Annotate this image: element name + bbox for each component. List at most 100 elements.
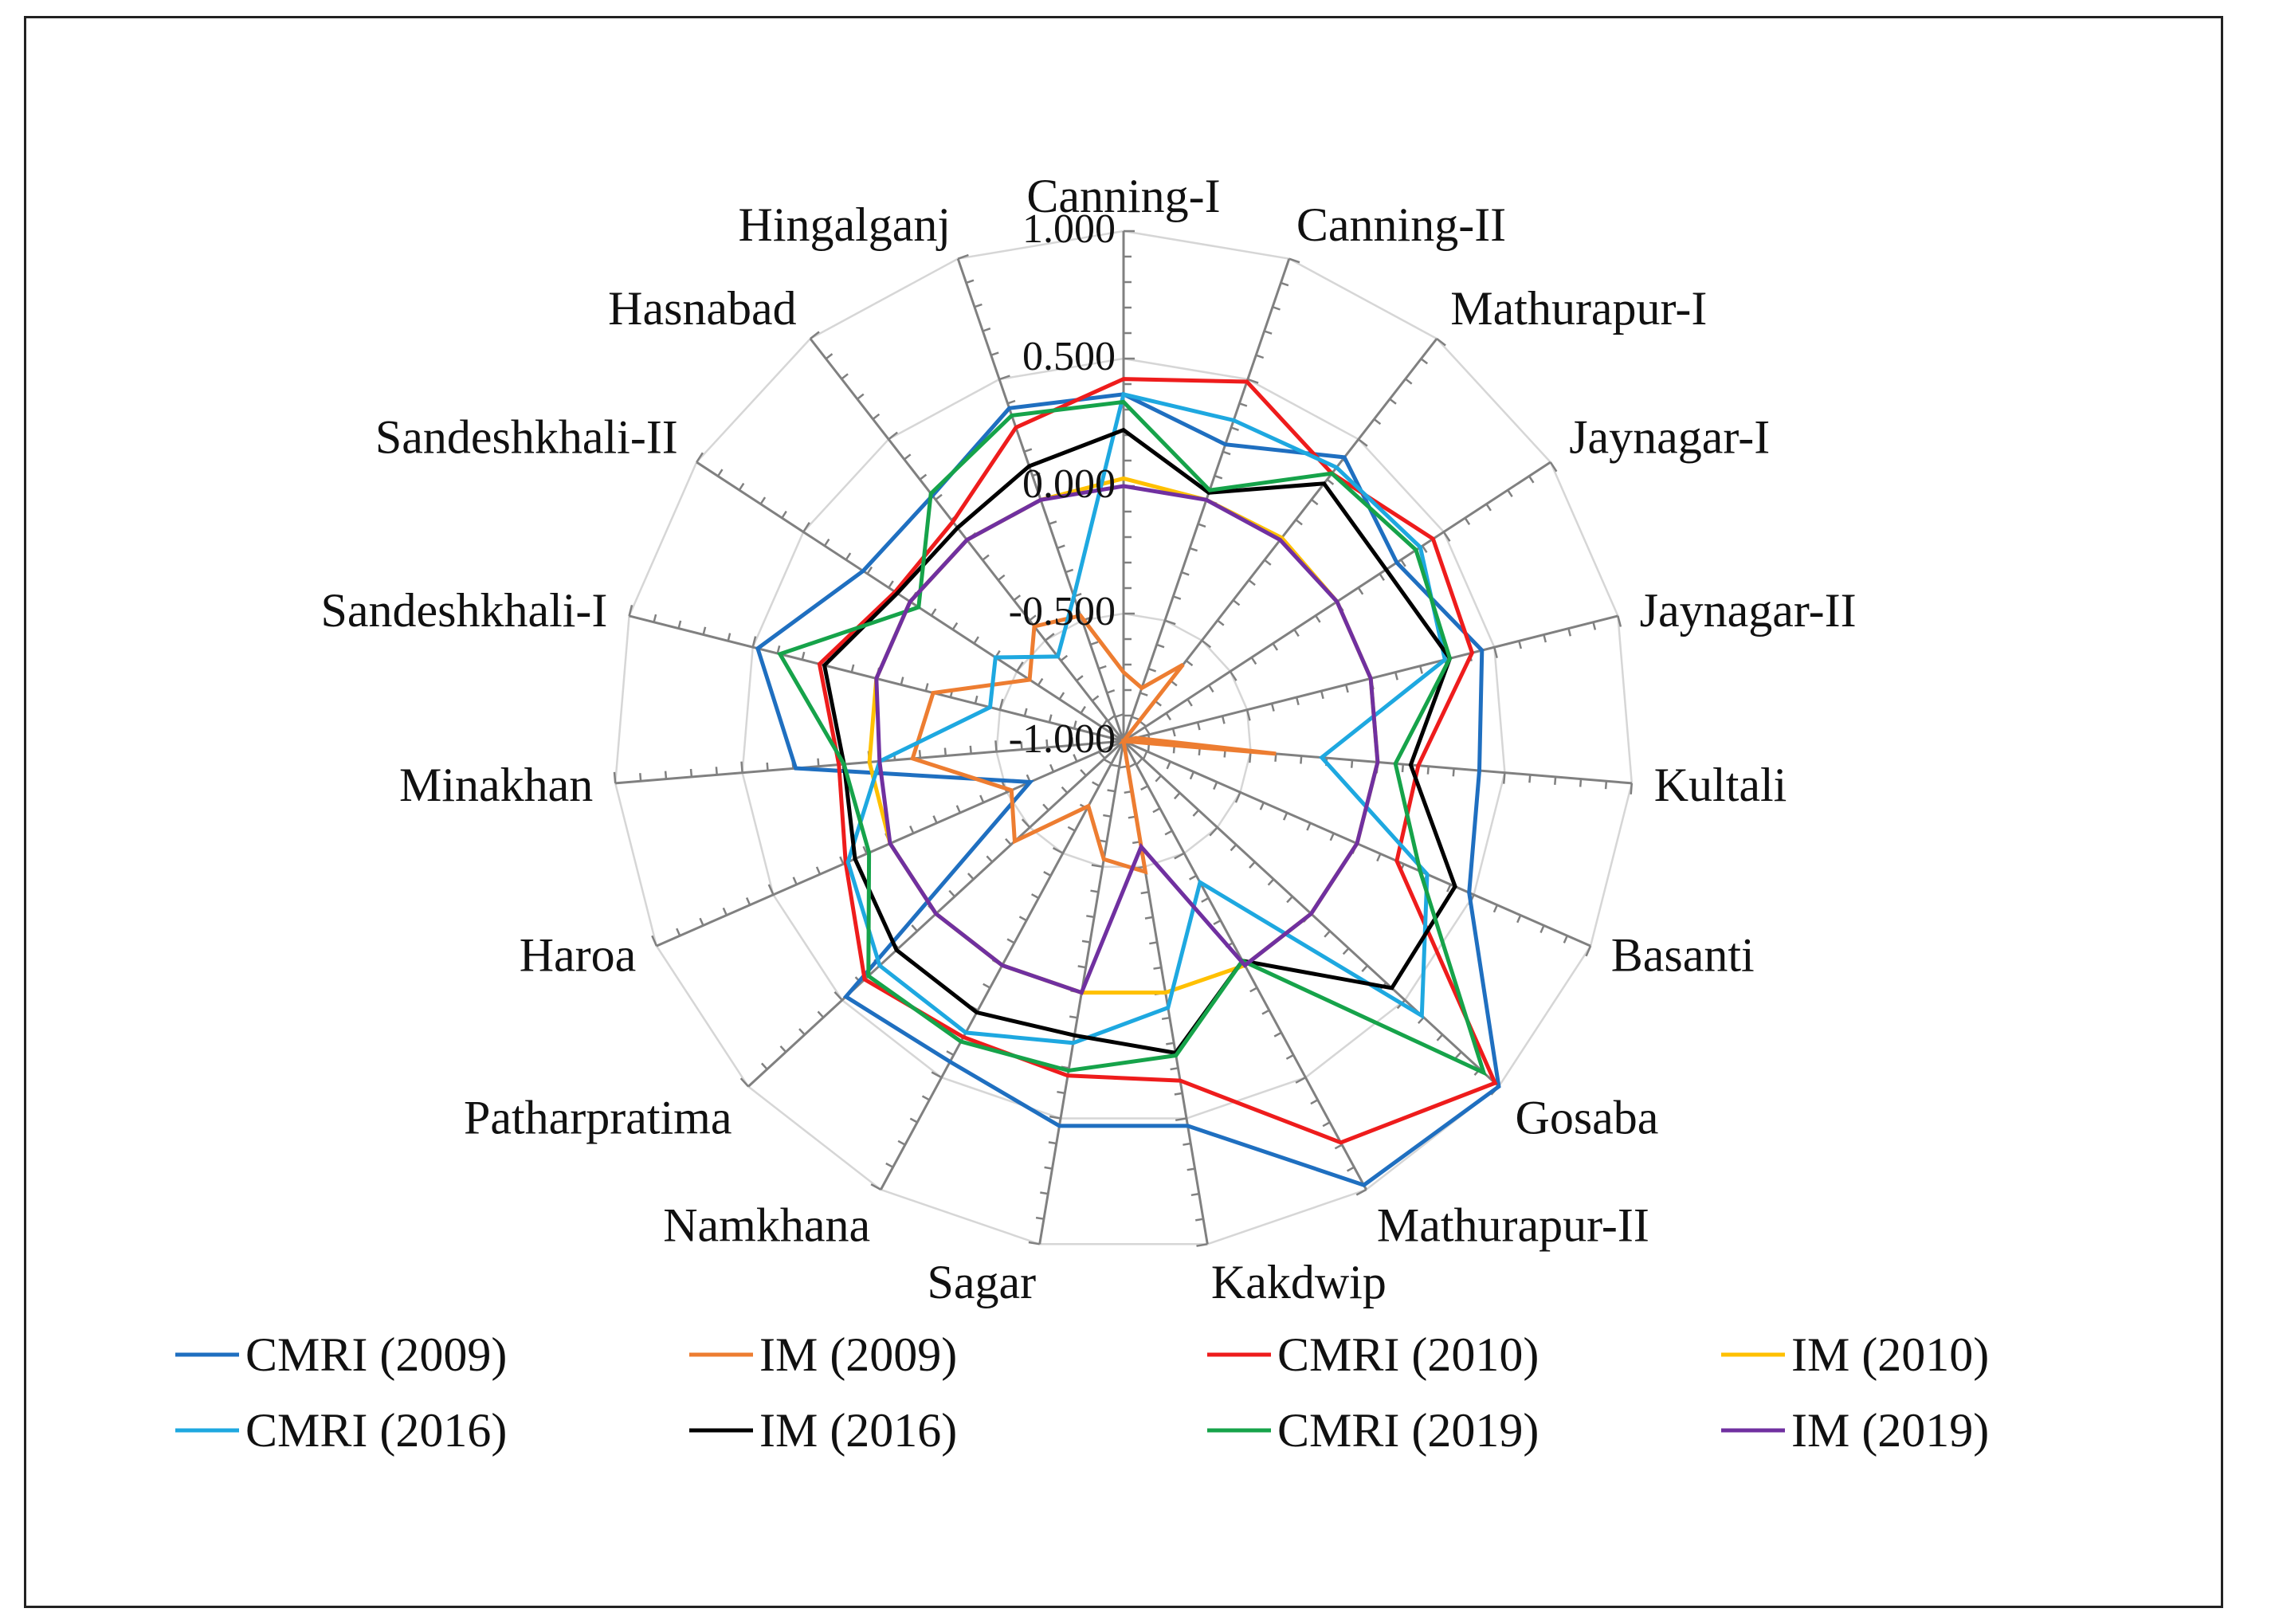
axis-tick-mark (1171, 728, 1176, 737)
legend-label-im-2016: IM (2016) (759, 1404, 957, 1457)
axis-tick-mark (1097, 727, 1102, 736)
axis-tick-mark (1196, 1243, 1208, 1247)
axis-tick-mark (1222, 450, 1231, 456)
axis-tick-mark (1044, 1166, 1053, 1170)
axis-tick-mark (798, 1028, 806, 1036)
axis-tick-mark (1201, 896, 1210, 903)
axis-tick-mark (1061, 786, 1069, 794)
category-label-hasnabad: Hasnabad (608, 282, 797, 335)
axis-tick-mark (1049, 763, 1055, 773)
axis-tick-mark (1420, 358, 1429, 365)
axis-tick-mark (1326, 478, 1335, 485)
axis-tick-mark (716, 469, 724, 477)
axis-tick-mark (1585, 945, 1592, 957)
axis-tick-mark (974, 303, 983, 308)
axis-tick-mark (760, 1062, 768, 1070)
axis-tick-mark (1043, 871, 1052, 877)
axis-tick-mark (1248, 579, 1256, 586)
axis-tick-mark (1143, 751, 1148, 759)
axis-tick-mark (1379, 573, 1385, 581)
axis-tick-mark (1239, 402, 1248, 407)
tick-label: 0.500 (1022, 334, 1116, 379)
axis-tick-mark (1567, 628, 1572, 637)
axis-tick-mark (1040, 1191, 1049, 1195)
axis-tick-mark (1049, 520, 1057, 525)
axis-tick-mark (1355, 1188, 1367, 1196)
axis-tick-mark (888, 431, 898, 441)
axis-tick-mark (1436, 338, 1446, 347)
tick-label: -0.500 (1009, 589, 1116, 634)
axis-tick-mark (1282, 812, 1288, 821)
axis-tick-mark (1086, 915, 1095, 919)
axis-tick-mark (810, 331, 820, 339)
axis-tick-mark (1031, 893, 1039, 900)
axis-tick-mark (1261, 1009, 1270, 1015)
axis-tick-mark (1315, 614, 1321, 623)
axis-tick-mark (1300, 755, 1303, 764)
axis-tick-mark (676, 928, 681, 936)
axis-tick-mark (1347, 1166, 1355, 1172)
axis-tick-mark (1320, 690, 1324, 700)
axis-tick-mark (1342, 947, 1350, 955)
axis-tick-mark (1144, 916, 1154, 920)
axis-tick-mark (1106, 689, 1116, 694)
axis-tick-mark (1115, 713, 1124, 718)
axis-tick-mark (1350, 759, 1354, 768)
axis-tick-mark (1507, 489, 1513, 497)
axis-tick-mark (935, 493, 943, 500)
axis-tick-mark (825, 353, 833, 360)
axis-tick-mark (1280, 281, 1289, 287)
axis-tick-mark (689, 768, 693, 778)
axis-tick-mark (1143, 726, 1151, 735)
axis-tick-mark (1071, 737, 1074, 746)
series-im-2009 (910, 613, 1277, 875)
axis-tick-mark (967, 873, 975, 881)
axis-tick-mark (943, 747, 947, 756)
axis-tick-mark (1376, 853, 1382, 862)
axis-tick-mark (1442, 531, 1451, 542)
axis-tick-mark (1630, 783, 1634, 794)
axis-tick-mark (870, 1183, 881, 1191)
axis-tick-mark (1322, 1121, 1331, 1128)
axis-tick-mark (1361, 964, 1369, 972)
axis-tick-mark (1096, 735, 1100, 743)
axis-tick-mark (1234, 791, 1241, 803)
tick-label: 1.000 (1022, 206, 1116, 252)
axis-tick-mark (1209, 826, 1218, 837)
axis-tick-mark (1037, 677, 1044, 686)
category-label-basanti: Basanti (1611, 928, 1755, 981)
axis-tick-mark (1249, 861, 1256, 869)
axis-tick-mark (841, 373, 849, 380)
axis-tick-mark (1285, 1053, 1294, 1060)
category-label-sandeshkhali-i: Sandeshkhali-I (320, 584, 607, 637)
axis-tick-mark (1617, 615, 1622, 627)
axis-tick-mark (1405, 378, 1413, 385)
axis-tick-mark (1194, 1218, 1204, 1222)
axis-tick-mark (1052, 846, 1064, 854)
axis-tick-mark (1329, 833, 1335, 841)
axis-tick-mark (1543, 634, 1547, 643)
axis-tick-mark (1213, 781, 1218, 790)
axis-tick-mark (1057, 1090, 1065, 1095)
axis-tick-mark (1455, 1051, 1462, 1059)
axis-tick-mark (696, 452, 704, 463)
axis-tick-mark (1272, 306, 1281, 311)
axis-tick-mark (1069, 1015, 1078, 1019)
series-cmri-2016 (845, 391, 1448, 1045)
axis-tick-mark (1189, 771, 1195, 780)
axis-tick-mark (1166, 1041, 1175, 1045)
series-cmri-2009 (755, 392, 1501, 1187)
axis-tick-mark (1270, 703, 1275, 712)
axis-tick-mark (1090, 641, 1099, 646)
axis-tick-mark (1264, 559, 1272, 566)
axis-tick-mark (1170, 1067, 1179, 1071)
axis-tick-mark (823, 538, 830, 547)
axis-tick-mark (998, 574, 1006, 581)
axis-tick-mark (872, 413, 881, 420)
axis-tick-mark (1111, 763, 1120, 767)
axis-tick-mark (1006, 938, 1015, 944)
axis-tick-mark (1492, 904, 1499, 913)
axis-tick-mark (817, 1010, 825, 1018)
axis-tick-mark (1293, 629, 1300, 637)
axis-tick-mark (1198, 523, 1206, 528)
